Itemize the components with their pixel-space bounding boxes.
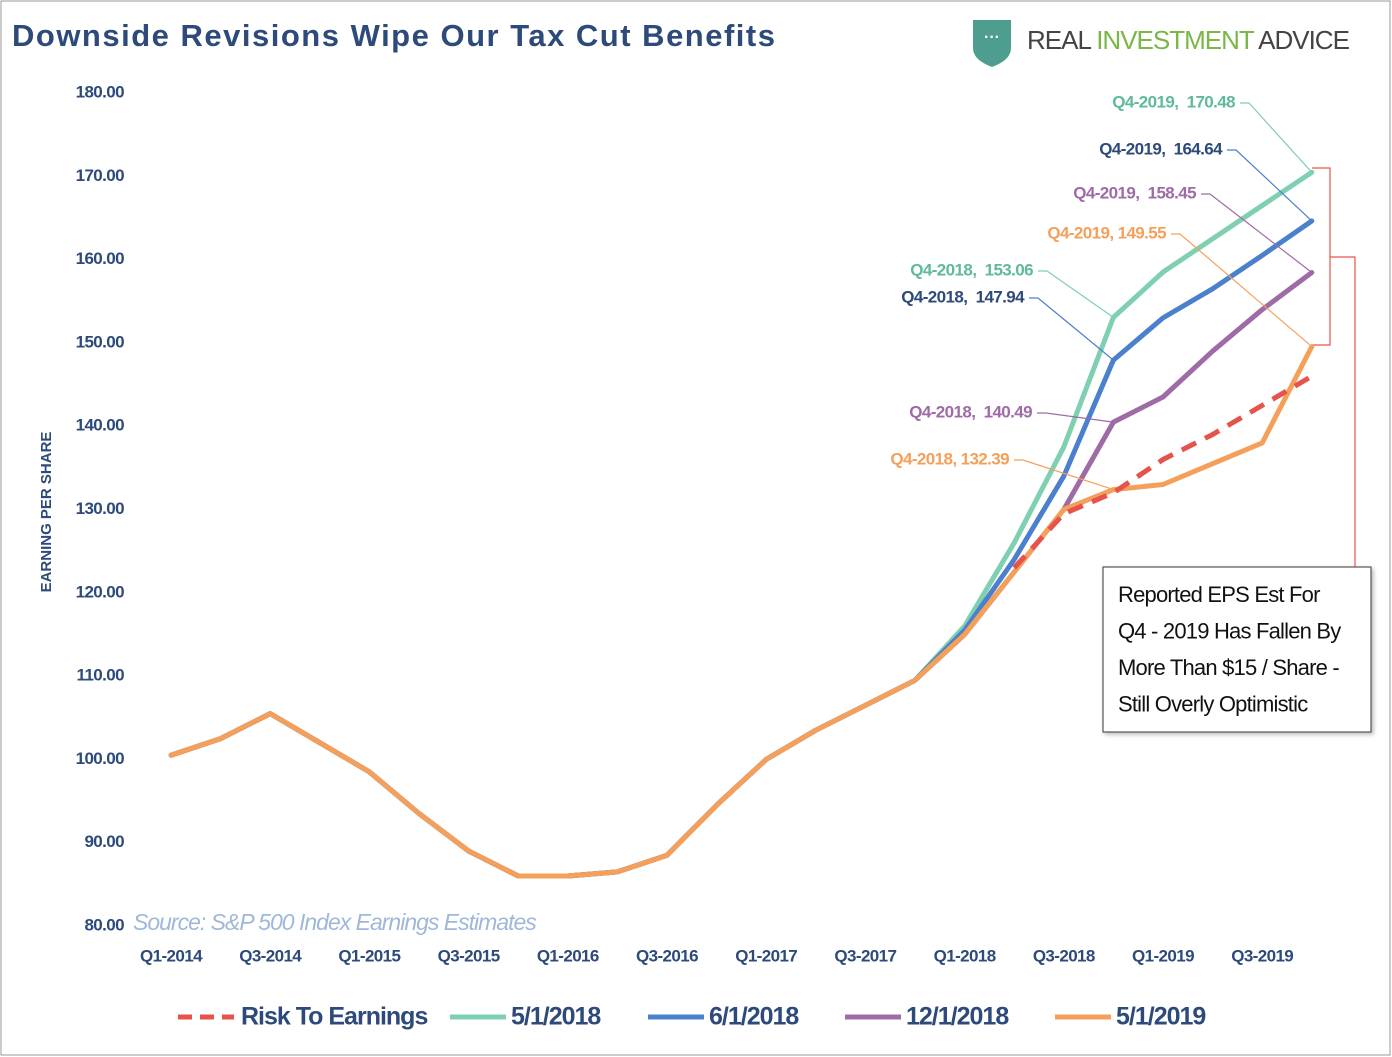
- x-tick-label: Q3-2014: [239, 946, 302, 965]
- annotation-leader: [1240, 102, 1313, 173]
- x-tick-label: Q3-2018: [1033, 946, 1095, 965]
- x-tick-label: Q1-2015: [338, 946, 400, 965]
- y-tick-label: 90.00: [84, 832, 124, 851]
- annotation: Q4-2019, 170.48: [1112, 92, 1235, 111]
- x-tick-label: Q1-2014: [140, 946, 203, 965]
- annotation-leader: [1038, 270, 1114, 318]
- annotation-leader: [1227, 149, 1313, 222]
- annotation: Q4-2018, 140.49: [909, 402, 1032, 421]
- y-tick-label: 120.00: [76, 582, 125, 601]
- chart-title: Downside Revisions Wipe Our Tax Cut Bene…: [12, 18, 776, 53]
- note-box: [1102, 566, 1372, 733]
- y-axis-label: EARNING PER SHARE: [38, 432, 55, 593]
- y-tick-label: 160.00: [76, 249, 125, 268]
- logo-text: REAL INVESTMENT ADVICE: [1027, 25, 1350, 55]
- annotation: Q4-2019, 164.64: [1099, 139, 1223, 158]
- logo-shield: [973, 20, 1011, 67]
- annotation: Q4-2018, 147.94: [901, 287, 1025, 306]
- annotation: Q4-2019, 149.55: [1047, 223, 1166, 242]
- y-tick-label: 140.00: [76, 416, 125, 435]
- note-line: More Than $15 / Share -: [1118, 655, 1339, 680]
- y-tick-label: 180.00: [76, 82, 125, 101]
- y-tick-label: 170.00: [76, 166, 125, 185]
- logo-part: REAL: [1027, 25, 1091, 55]
- annotation: Q4-2018, 132.39: [890, 449, 1009, 468]
- x-tick-label: Q3-2016: [636, 946, 698, 965]
- annotation-leader: [1014, 459, 1114, 491]
- legend-label: 12/1/2018: [906, 1003, 1009, 1031]
- x-tick-label: Q3-2019: [1231, 946, 1293, 965]
- legend-label: 5/1/2019: [1116, 1003, 1205, 1031]
- source: Source: S&P 500 Index Earnings Estimates: [133, 909, 537, 935]
- series-line: [1012, 374, 1314, 570]
- note-line: Still Overly Optimistic: [1118, 691, 1308, 716]
- annotation-leader: [1171, 233, 1313, 348]
- bracket: [1312, 167, 1356, 567]
- x-tick-label: Q1-2016: [537, 946, 599, 965]
- annotation-leader: [1037, 412, 1114, 423]
- y-tick-label: 100.00: [76, 749, 125, 768]
- legend-label: 6/1/2018: [709, 1003, 799, 1031]
- logo-part: INVESTMENT: [1096, 25, 1255, 55]
- x-tick-label: Q1-2018: [934, 946, 996, 965]
- x-tick-label: Q1-2019: [1132, 946, 1194, 965]
- y-tick-label: 80.00: [84, 915, 124, 934]
- legend-label: Risk To Earnings: [241, 1003, 427, 1031]
- annotation-leader: [1029, 297, 1114, 361]
- annotation-leader: [1201, 193, 1313, 273]
- x-tick-label: Q3-2015: [438, 946, 500, 965]
- y-tick-label: 150.00: [76, 332, 125, 351]
- logo-part: ADVICE: [1258, 25, 1349, 55]
- y-tick-label: 110.00: [77, 666, 125, 685]
- annotation: Q4-2018, 153.06: [910, 260, 1033, 279]
- annotation: Q4-2019, 158.45: [1073, 183, 1196, 202]
- x-tick-label: Q3-2017: [834, 946, 896, 965]
- y-tick-label: 130.00: [76, 499, 125, 518]
- legend-label: 5/1/2018: [511, 1003, 601, 1031]
- note-line: Reported EPS Est For: [1118, 582, 1320, 607]
- logo-dots: ···: [984, 29, 1000, 46]
- x-tick-label: Q1-2017: [735, 946, 797, 965]
- note-line: Q4 - 2019 Has Fallen By: [1118, 618, 1341, 643]
